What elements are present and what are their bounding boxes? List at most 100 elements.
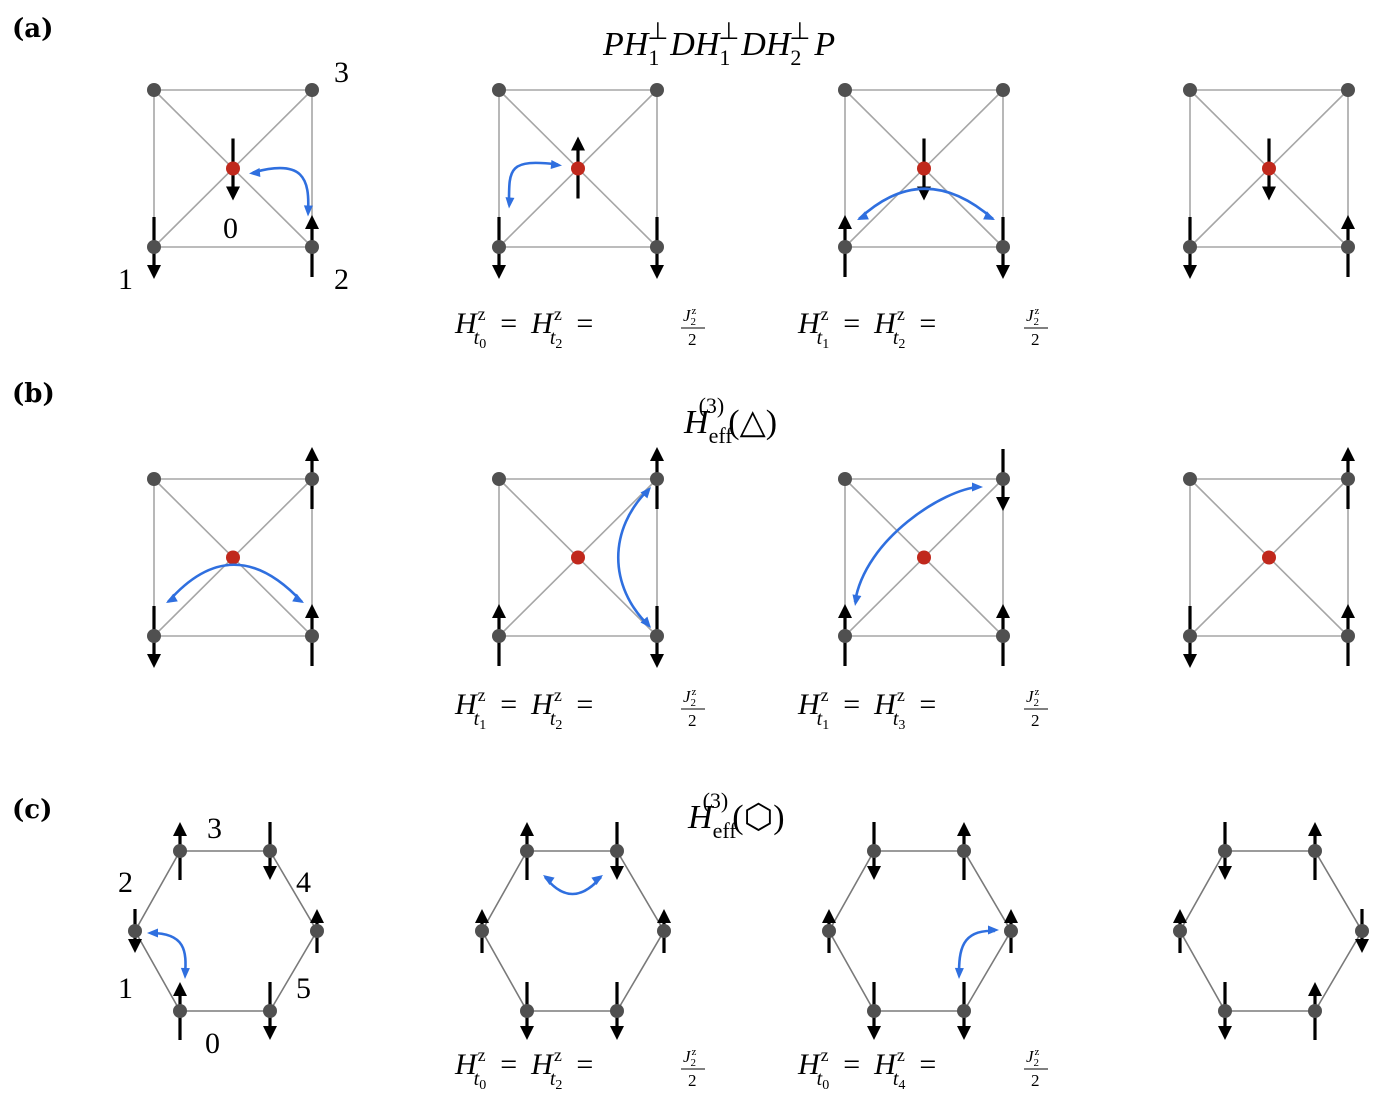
site-node <box>657 924 671 938</box>
equation-c-2: Hz t0= Hz t4= Jz 2 2 <box>797 1045 1048 1093</box>
site-node <box>838 472 852 486</box>
center-site-node <box>1262 161 1276 176</box>
center-site-node <box>226 161 240 176</box>
site-node <box>147 629 161 643</box>
site-label-0: 0 <box>223 212 238 245</box>
svg-text:Jz2: Jz 2 <box>1026 305 1040 328</box>
hexagon-c-4 <box>1173 822 1369 1040</box>
plaquette-b-3 <box>838 449 1010 666</box>
center-site-node <box>917 161 931 176</box>
hexagon-c-1 <box>128 822 324 1040</box>
svg-text:2: 2 <box>1031 330 1040 349</box>
center-site-node <box>226 550 240 565</box>
site-node <box>1218 1004 1232 1018</box>
equation-a-1: Hz t0= Hz t2= Jz 2 2 <box>454 304 705 352</box>
site-node <box>650 83 664 97</box>
hex-site-label-1: 1 <box>118 972 133 1005</box>
hop-arrow-icon <box>166 563 304 603</box>
site-node <box>1308 1004 1322 1018</box>
svg-text:Heff(3)(△): Heff(3) (△) <box>683 393 777 448</box>
site-node <box>173 844 187 858</box>
site-node <box>305 629 319 643</box>
svg-text:Jz2: Jz 2 <box>683 305 697 328</box>
svg-text:2: 2 <box>688 330 697 349</box>
site-node <box>263 844 277 858</box>
site-node <box>1183 83 1197 97</box>
svg-text:Jz2: Jz 2 <box>683 1046 697 1069</box>
svg-text:PH1⊥DH1⊥DH2⊥P: PH1⊥DH1⊥DH2⊥ P <box>602 19 835 70</box>
site-node <box>838 240 852 254</box>
site-label-1: 1 <box>118 263 133 296</box>
plaquette-a-1 <box>147 83 319 279</box>
center-site-node <box>917 550 931 565</box>
center-site-node <box>1262 550 1276 565</box>
svg-text:Heff(3)(⬡): Heff(3) (⬡) <box>687 788 785 843</box>
site-node <box>1308 844 1322 858</box>
plaquette-b-1 <box>147 447 319 668</box>
site-node <box>610 1004 624 1018</box>
site-node <box>867 1004 881 1018</box>
site-node <box>650 240 664 254</box>
site-node <box>475 924 489 938</box>
site-node <box>838 629 852 643</box>
svg-text:2: 2 <box>688 711 697 730</box>
site-node <box>610 844 624 858</box>
site-node <box>1173 924 1187 938</box>
hop-arrow-icon <box>147 928 190 979</box>
svg-text:Jz2: Jz 2 <box>683 686 697 709</box>
hop-arrow-icon <box>954 925 999 979</box>
site-node <box>1341 629 1355 643</box>
hex-site-label-0: 0 <box>205 1027 220 1060</box>
hop-arrow-icon <box>616 487 651 628</box>
plaquette-a-2 <box>492 83 664 279</box>
site-node <box>1341 240 1355 254</box>
panel-label-a: (a) <box>12 14 53 44</box>
site-node <box>1355 924 1369 938</box>
site-node <box>1183 629 1197 643</box>
site-node <box>310 924 324 938</box>
hex-site-label-3: 3 <box>207 812 222 845</box>
hop-arrow-icon <box>505 160 562 209</box>
site-node <box>520 844 534 858</box>
equation-b-1: Hz t1= Hz t2= Jz 2 2 <box>454 685 705 733</box>
site-node <box>173 1004 187 1018</box>
hop-arrow-icon <box>852 482 983 606</box>
site-node <box>128 924 142 938</box>
hop-arrow-icon <box>543 875 603 896</box>
plaquette-a-3 <box>838 83 1010 279</box>
hex-site-label-2: 2 <box>118 866 133 899</box>
site-node <box>650 472 664 486</box>
site-node <box>147 240 161 254</box>
site-node <box>996 83 1010 97</box>
panel-label-b: (b) <box>12 379 55 409</box>
hexagon-c-2 <box>475 822 671 1040</box>
site-node <box>1183 472 1197 486</box>
site-node <box>492 629 506 643</box>
site-node <box>147 472 161 486</box>
site-node <box>520 1004 534 1018</box>
site-node <box>492 83 506 97</box>
svg-text:2: 2 <box>1031 1071 1040 1090</box>
site-node <box>305 240 319 254</box>
site-node <box>996 472 1010 486</box>
title-a: PH1⊥DH1⊥DH2⊥ P <box>602 19 835 70</box>
plaquette-b-2 <box>492 447 664 668</box>
site-node <box>1341 83 1355 97</box>
hop-arrow-icon <box>249 166 313 217</box>
equation-a-2: Hz t1= Hz t2= Jz 2 2 <box>797 304 1048 352</box>
site-node <box>957 1004 971 1018</box>
hop-arrow-icon <box>857 187 995 220</box>
site-node <box>147 83 161 97</box>
site-node <box>1183 240 1197 254</box>
hex-site-label-5: 5 <box>296 972 311 1005</box>
equation-c-1: Hz t0= Hz t2= Jz 2 2 <box>454 1045 705 1093</box>
site-node <box>650 629 664 643</box>
panel-label-c: (c) <box>12 795 52 825</box>
svg-text:2: 2 <box>688 1071 697 1090</box>
